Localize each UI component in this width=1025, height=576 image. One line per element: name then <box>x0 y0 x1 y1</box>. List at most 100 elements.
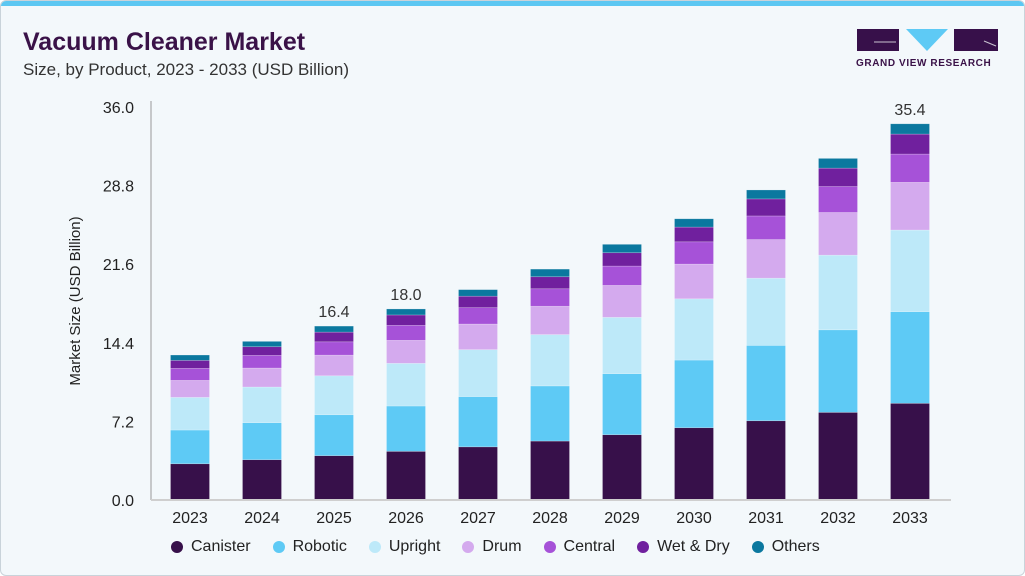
y-tick-label: 7.2 <box>112 414 134 431</box>
bar-segment-others-2024 <box>242 341 282 348</box>
bar-segment-wet-dry-2023 <box>170 360 210 369</box>
bar-segment-upright-2024 <box>242 386 282 424</box>
y-tick-label: 36.0 <box>103 100 134 117</box>
legend-label: Others <box>771 538 820 555</box>
chart-title: Vacuum Cleaner Market <box>23 28 306 56</box>
bar-segment-drum-2030 <box>674 263 714 300</box>
bar-segment-others-2033 <box>890 123 930 135</box>
bar-segment-upright-2031 <box>746 277 786 346</box>
x-tick-label: 2027 <box>460 510 496 527</box>
bar-segment-canister-2024 <box>242 459 282 501</box>
bar-segment-central-2024 <box>242 355 282 369</box>
legend-item: Wet & Dry <box>637 538 730 556</box>
bar-segment-robotic-2031 <box>746 345 786 422</box>
bar-segment-canister-2030 <box>674 427 714 501</box>
bar-segment-drum-2028 <box>530 305 570 335</box>
y-axis-label: Market Size (USD Billion) <box>67 216 84 385</box>
bar-segment-drum-2027 <box>458 323 498 350</box>
bar-segment-drum-2025 <box>314 354 354 377</box>
bar-segment-central-2033 <box>890 153 930 183</box>
legend-label: Robotic <box>292 538 347 555</box>
bar-segment-robotic-2028 <box>530 385 570 442</box>
legend-marker <box>462 541 475 553</box>
bar-segment-canister-2027 <box>458 446 498 501</box>
bar-segment-upright-2023 <box>170 397 210 431</box>
legend-marker <box>272 541 285 553</box>
bar-segment-drum-2032 <box>818 212 858 256</box>
bar-segment-wet-dry-2027 <box>458 295 498 308</box>
bar-segment-robotic-2029 <box>602 373 642 436</box>
bar-segment-wet-dry-2033 <box>890 133 930 155</box>
bar-segment-others-2030 <box>674 218 714 228</box>
bar-segment-central-2032 <box>818 186 858 213</box>
bar-segment-upright-2030 <box>674 298 714 361</box>
bar-segment-others-2029 <box>602 244 642 254</box>
bar-segment-robotic-2026 <box>386 405 426 452</box>
bar-segment-drum-2023 <box>170 380 210 398</box>
bar-segment-canister-2023 <box>170 463 210 501</box>
total-data-label: 18.0 <box>390 287 421 304</box>
bar-segment-drum-2029 <box>602 285 642 318</box>
y-tick-label: 21.6 <box>103 257 134 274</box>
bar-segment-robotic-2033 <box>890 311 930 404</box>
legend-item: Drum <box>462 538 522 556</box>
bar-segment-robotic-2030 <box>674 359 714 429</box>
x-tick-label: 2032 <box>820 510 856 527</box>
bar-segment-central-2026 <box>386 325 426 341</box>
legend-item: Canister <box>171 538 251 556</box>
bar-segment-wet-dry-2026 <box>386 314 426 326</box>
grand-view-research-logo <box>857 29 998 51</box>
bar-segment-central-2025 <box>314 341 354 356</box>
legend: Canister Robotic Upright Drum Central Wet & D… <box>171 538 820 556</box>
bar-segment-robotic-2023 <box>170 429 210 465</box>
bar-segment-central-2028 <box>530 288 570 307</box>
y-tick-label: 28.8 <box>103 179 134 196</box>
legend-marker <box>751 541 764 553</box>
bar-segment-canister-2029 <box>602 434 642 501</box>
bar-segment-canister-2032 <box>818 412 858 501</box>
bar-segment-robotic-2032 <box>818 329 858 413</box>
x-tick-label: 2024 <box>244 510 280 527</box>
bar-segment-others-2025 <box>314 325 354 333</box>
bar-segment-wet-dry-2029 <box>602 252 642 267</box>
x-tick-label: 2033 <box>892 510 928 527</box>
y-tick-label: 14.4 <box>103 336 134 353</box>
logo-text: GRAND VIEW RESEARCH <box>856 58 992 69</box>
legend-marker <box>637 541 650 553</box>
x-tick-label: 2025 <box>316 510 352 527</box>
x-tick-label: 2029 <box>604 510 640 527</box>
bar-segment-central-2027 <box>458 307 498 325</box>
bar-segment-wet-dry-2031 <box>746 198 786 217</box>
bar-segment-upright-2027 <box>458 349 498 397</box>
legend-marker <box>368 541 381 553</box>
legend-item: Others <box>751 538 820 556</box>
bar-segment-upright-2029 <box>602 317 642 374</box>
bar-segment-central-2029 <box>602 265 642 286</box>
x-tick-label: 2023 <box>172 510 208 527</box>
bar-segment-drum-2026 <box>386 339 426 364</box>
bar-segment-wet-dry-2025 <box>314 331 354 343</box>
bar-segment-drum-2031 <box>746 239 786 279</box>
legend-label: Canister <box>191 538 251 555</box>
bar-segment-others-2032 <box>818 158 858 169</box>
bar-segment-canister-2026 <box>386 451 426 501</box>
bar-segment-upright-2032 <box>818 254 858 331</box>
legend-marker <box>543 541 556 553</box>
bar-segment-upright-2028 <box>530 334 570 387</box>
legend-label: Upright <box>388 538 441 555</box>
bar-segment-central-2023 <box>170 368 210 381</box>
bar-segment-upright-2025 <box>314 375 354 416</box>
x-tick-label: 2030 <box>676 510 712 527</box>
bar-segment-others-2026 <box>386 308 426 316</box>
bar-segment-canister-2033 <box>890 402 930 501</box>
bar-segment-central-2030 <box>674 241 714 265</box>
bar-segment-upright-2026 <box>386 363 426 407</box>
bar-segment-drum-2024 <box>242 367 282 388</box>
total-data-label: 16.4 <box>318 304 349 321</box>
legend-marker <box>171 541 183 553</box>
bar-segment-others-2031 <box>746 189 786 200</box>
total-data-label: 35.4 <box>894 102 925 119</box>
legend-item: Robotic <box>272 538 347 556</box>
